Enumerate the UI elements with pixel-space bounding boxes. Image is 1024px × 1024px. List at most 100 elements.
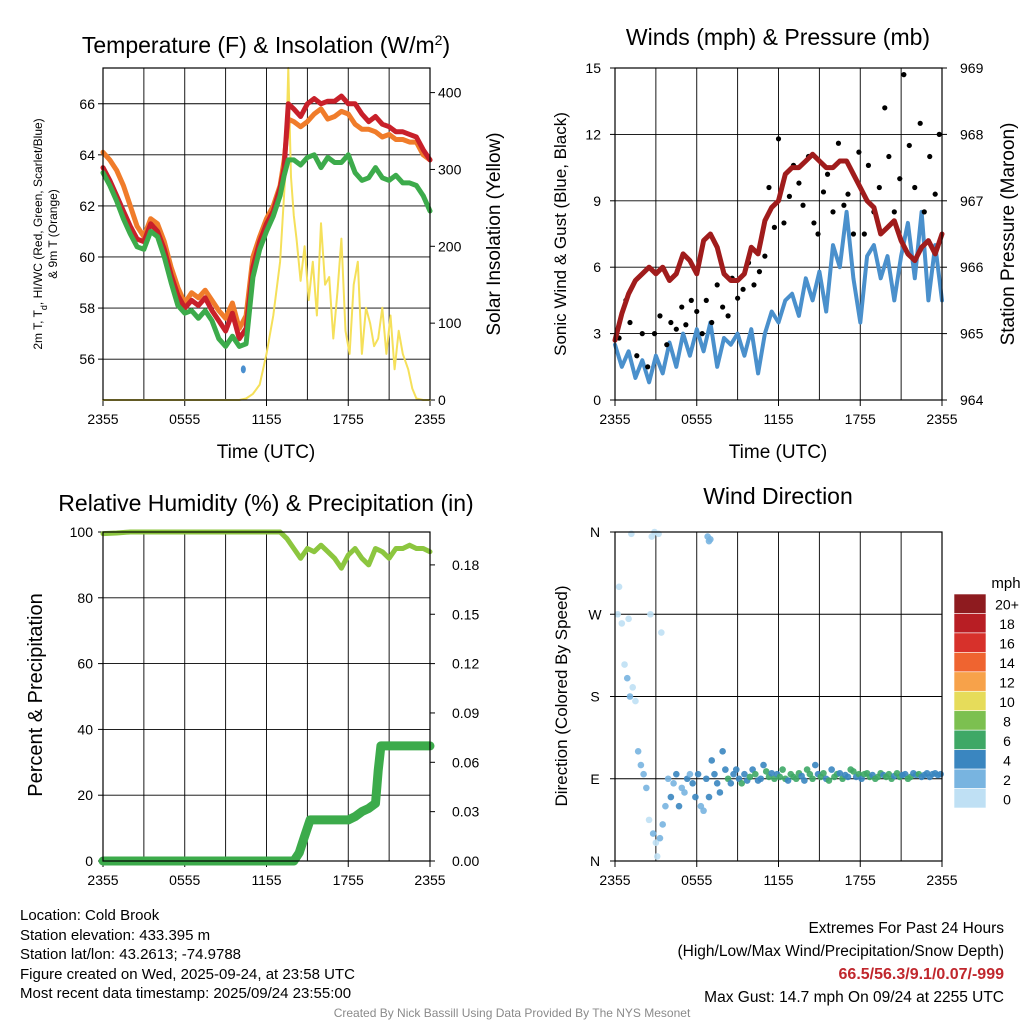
colorbar-label: 14 xyxy=(999,655,1015,671)
wind-direction-point xyxy=(673,770,680,778)
wind-direction-point xyxy=(647,610,654,618)
wind-direction-point xyxy=(741,770,748,778)
wind-direction-point xyxy=(645,816,653,824)
temp-xtick-label: 2355 xyxy=(414,411,445,427)
temp-ytick-left-label: 58 xyxy=(79,300,95,316)
wind-direction-point xyxy=(716,789,724,796)
winds-xtick-label: 1755 xyxy=(845,411,876,427)
wind-direction-point xyxy=(618,620,626,627)
gust-point xyxy=(709,319,715,326)
wind-direction-point xyxy=(670,780,677,787)
rh-xtick-label: 1755 xyxy=(333,872,364,888)
wind-direction-point xyxy=(632,697,639,705)
rh-plot-border xyxy=(102,531,431,862)
wind-direction-point xyxy=(708,757,716,764)
gust-point xyxy=(927,153,933,160)
wind-direction-point xyxy=(689,780,696,787)
winds-ytick-right-label: 968 xyxy=(960,126,984,142)
humidity-ylabel-left: Percent & Precipitation xyxy=(25,593,47,796)
gust-point xyxy=(835,140,842,146)
wind-direction-point xyxy=(652,839,660,847)
temperature-xlabel: Time (UTC) xyxy=(217,442,316,463)
wdir-xtick-label: 0555 xyxy=(681,872,712,888)
wind-direction-point xyxy=(681,789,688,796)
wind-direction-point xyxy=(649,830,657,837)
winds-ytick-left-label: 12 xyxy=(585,126,601,142)
gust-point xyxy=(762,253,768,259)
wdir-ytick-label: W xyxy=(588,606,602,622)
temp-xtick-label: 1155 xyxy=(251,411,281,427)
wind-direction-point xyxy=(702,775,710,783)
wdir-plot-border xyxy=(614,531,943,862)
extremes-legend: (High/Low/Max Wind/Precipitation/Snow De… xyxy=(677,943,1005,960)
rh-ytick-right-label: 0.03 xyxy=(452,804,479,820)
gust-point xyxy=(688,297,694,303)
wind-direction-point xyxy=(653,853,661,860)
wdir-xtick-label: 2355 xyxy=(926,872,957,888)
gust-point xyxy=(657,313,663,319)
temp-xtick-label: 1755 xyxy=(333,411,364,427)
wind-direction-point xyxy=(634,748,642,755)
gust-point xyxy=(861,231,867,237)
wind-direction-point xyxy=(694,770,702,778)
gust-point xyxy=(936,131,942,137)
wind-direction-point xyxy=(659,821,666,828)
colorbar-swatch xyxy=(953,671,987,692)
rh-ytick-right-label: 0.06 xyxy=(452,754,479,770)
temp-xtick-label: 0555 xyxy=(169,411,200,427)
wind-direction-point xyxy=(614,610,622,618)
temp-ytick-left-label: 62 xyxy=(79,198,95,214)
station-pressure-line xyxy=(612,151,945,343)
temperature-ylabel-left: 2m T, Td, HI/WC (Red, Green, Scarlet/Blu… xyxy=(31,118,49,349)
gust-point xyxy=(865,162,872,168)
gust-point xyxy=(694,308,700,315)
wind-direction-point xyxy=(850,768,857,775)
winds-xtick-label: 0555 xyxy=(681,411,712,427)
rh-ytick-left-label: 60 xyxy=(77,656,93,672)
rh-ytick-left-label: 0 xyxy=(85,853,93,869)
wind-direction-point xyxy=(643,784,650,792)
latlon-text: Station lat/lon: 43.2613; -74.9788 xyxy=(20,946,242,964)
gust-point xyxy=(912,184,918,191)
wdir-ytick-label: N xyxy=(590,853,600,869)
winds-xtick-label: 2355 xyxy=(926,411,957,427)
gust-point xyxy=(720,304,726,310)
wind-direction-point xyxy=(711,770,718,778)
winds-ylabel-left: Sonic Wind & Gust (Blue, Black) xyxy=(551,112,570,356)
humidity-title: Relative Humidity (%) & Precipitation (i… xyxy=(58,490,473,516)
wind-direction-point xyxy=(779,766,786,773)
rh-xtick-label: 1155 xyxy=(251,872,281,888)
wind-direction-point xyxy=(658,629,665,636)
gust-point xyxy=(901,72,907,78)
wind-direction-point xyxy=(811,761,819,769)
humidity-panel: Relative Humidity (%) & Precipitation (i… xyxy=(25,490,479,888)
temp-ytick-right-label: 300 xyxy=(438,161,462,177)
wind-direction-point xyxy=(692,793,699,801)
wind-direction-point xyxy=(621,661,628,668)
colorbar-label: 18 xyxy=(999,616,1015,632)
wind-direction-point xyxy=(719,748,726,755)
gust-point xyxy=(811,220,817,226)
wind-direction-point xyxy=(707,536,714,543)
winds-ytick-left-label: 6 xyxy=(593,259,601,275)
wind-direction-point xyxy=(825,777,833,784)
colorbar-label: 12 xyxy=(999,675,1015,691)
temperature-panel: Temperature (F) & Insolation (W/m2) 2355… xyxy=(31,32,505,463)
colorbar-title: mph xyxy=(991,575,1020,592)
recent-text: Most recent data timestamp: 2025/09/24 2… xyxy=(20,985,352,1003)
gust-point xyxy=(645,364,651,370)
max-gust-text: Max Gust: 14.7 mph On 09/24 at 2255 UTC xyxy=(704,989,1004,1006)
rh-ytick-right-label: 0.09 xyxy=(452,705,479,721)
gust-point xyxy=(664,342,670,348)
wind-direction-point xyxy=(623,674,631,682)
gust-point xyxy=(786,193,793,199)
gust-point xyxy=(820,189,827,195)
colorbar-label: 16 xyxy=(999,636,1015,652)
colorbar-swatch xyxy=(953,690,987,712)
wind-direction-point xyxy=(637,761,645,769)
winds-ytick-right-label: 969 xyxy=(960,60,984,76)
wdir-xtick-label: 1155 xyxy=(763,872,793,888)
colorbar-swatch xyxy=(953,632,987,653)
wind-direction-point xyxy=(722,766,729,773)
